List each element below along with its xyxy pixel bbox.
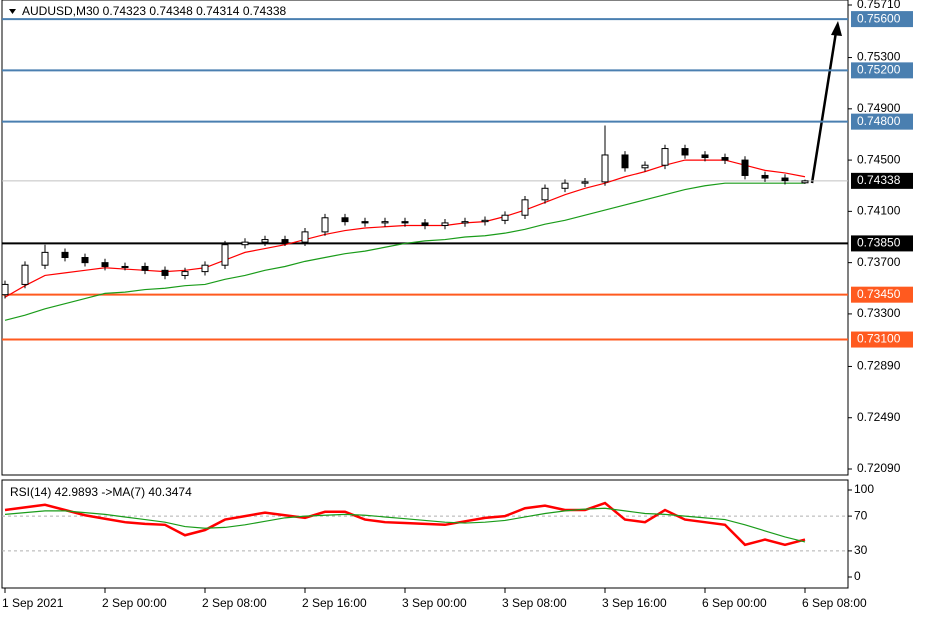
candle-body	[741, 159, 749, 176]
candle-body	[641, 164, 649, 169]
candle-body	[781, 177, 789, 182]
candle-body	[561, 182, 569, 189]
candle-body	[61, 251, 69, 259]
y-tick-label: 0.74100	[857, 204, 901, 218]
level-label: 0.74800	[857, 114, 901, 128]
candle-body	[701, 154, 709, 159]
candle-body	[441, 222, 449, 226]
level-label: 0.73100	[857, 332, 901, 346]
level-label-box	[851, 11, 913, 28]
x-tick-label: 6 Sep 08:00	[802, 596, 867, 610]
x-tick-label: 1 Sep 2021	[2, 596, 64, 610]
y-tick-label: 0.74900	[857, 101, 901, 115]
x-tick-label: 6 Sep 00:00	[702, 596, 767, 610]
level-label: 0.75600	[857, 11, 901, 25]
y-tick-label: 0.74500	[857, 152, 901, 166]
arrow-head	[831, 21, 842, 36]
candle-body	[761, 174, 769, 179]
level-label-box	[851, 331, 913, 348]
candle-body	[621, 154, 629, 169]
candle-body	[1, 283, 9, 296]
candle-body	[341, 217, 349, 223]
candle-body	[581, 181, 589, 184]
candle-body	[681, 148, 689, 156]
candle-body	[221, 244, 229, 266]
candle-body	[81, 257, 89, 264]
y-tick-label: 0.75710	[857, 0, 901, 11]
candle-body	[461, 221, 469, 224]
level-label-box	[851, 113, 913, 130]
candle-body	[141, 265, 149, 271]
level-label-box	[851, 286, 913, 303]
candle-body	[661, 148, 669, 166]
level-label-box	[851, 235, 913, 252]
rsi-panel	[1, 479, 849, 589]
candle-body	[361, 221, 369, 224]
candle-body	[601, 154, 609, 183]
y-tick-label: 0.73700	[857, 255, 901, 269]
y-tick-label: 30	[854, 543, 868, 557]
candle-body	[421, 222, 429, 226]
candle-body	[301, 231, 309, 243]
y-tick-label: 0.72090	[857, 461, 901, 475]
candle-body	[521, 199, 529, 216]
level-label: 0.73850	[857, 236, 901, 250]
moving-average	[4, 182, 805, 321]
y-tick-label: 100	[854, 482, 874, 496]
rsi-title: RSI(14) 42.9893 ->MA(7) 40.3474	[10, 485, 192, 499]
candle-body	[401, 221, 409, 224]
y-tick-label: 0.72890	[857, 359, 901, 373]
candle-body	[481, 219, 489, 223]
x-tick-label: 3 Sep 16:00	[602, 596, 667, 610]
chart-title: AUDUSD,M30 0.74323 0.74348 0.74314 0.743…	[22, 4, 287, 18]
price-label: 0.74338	[857, 173, 901, 187]
candle-body	[181, 271, 189, 276]
main-panel	[1, 0, 849, 476]
level-label: 0.75200	[857, 63, 901, 77]
menu-triangle	[9, 9, 16, 14]
candle-body	[321, 217, 329, 233]
candle-body	[541, 187, 549, 201]
arrow	[810, 31, 838, 184]
candle-body	[161, 269, 169, 276]
x-tick-label: 3 Sep 00:00	[402, 596, 467, 610]
candle-body	[721, 157, 729, 161]
candle-body	[201, 264, 209, 273]
candle-body	[501, 214, 509, 221]
x-tick-label: 2 Sep 00:00	[102, 596, 167, 610]
price-label-box	[851, 172, 913, 189]
y-tick-label: 0.72490	[857, 410, 901, 424]
x-tick-label: 3 Sep 08:00	[502, 596, 567, 610]
candle-body	[121, 265, 129, 268]
candle-body	[41, 251, 49, 266]
candle-body	[801, 180, 809, 184]
rsi-line	[4, 507, 806, 543]
y-tick-label: 0	[854, 569, 861, 583]
y-tick-label: 0.75300	[857, 50, 901, 64]
y-tick-label: 0.73300	[857, 306, 901, 320]
level-label-box	[851, 62, 913, 79]
candle-body	[261, 239, 269, 243]
level-label: 0.73450	[857, 287, 901, 301]
candle-body	[241, 241, 249, 246]
candle-body	[281, 239, 289, 243]
x-tick-label: 2 Sep 08:00	[202, 596, 267, 610]
candle-body	[381, 221, 389, 224]
y-tick-label: 70	[854, 508, 868, 522]
x-tick-label: 2 Sep 16:00	[302, 596, 367, 610]
candle-body	[21, 264, 29, 285]
candle-body	[101, 262, 109, 267]
rsi-line	[4, 501, 806, 547]
